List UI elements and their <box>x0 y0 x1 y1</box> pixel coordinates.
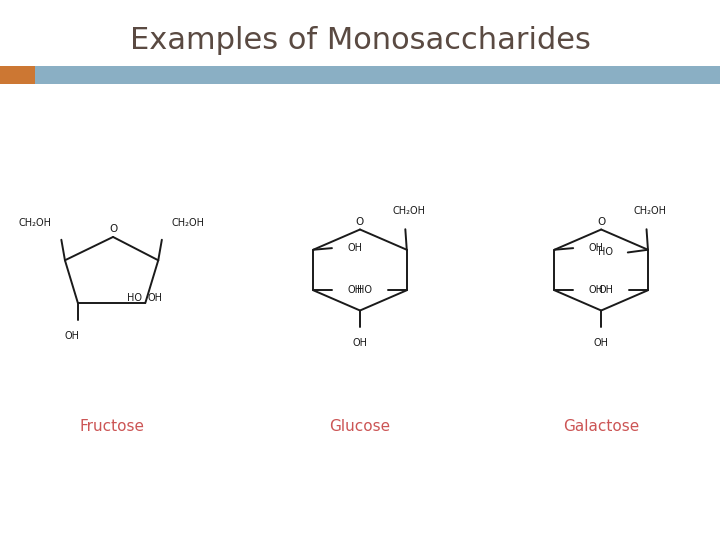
Text: OH: OH <box>598 285 613 295</box>
Text: O: O <box>597 217 606 227</box>
Bar <box>0 66 35 84</box>
Text: HO: HO <box>127 293 142 302</box>
Text: Fructose: Fructose <box>79 419 144 434</box>
Text: HO: HO <box>357 285 372 295</box>
Text: CH₂OH: CH₂OH <box>634 206 667 215</box>
Text: CH₂OH: CH₂OH <box>172 218 205 228</box>
Bar <box>35 66 720 84</box>
Text: CH₂OH: CH₂OH <box>18 218 51 228</box>
Text: CH₂OH: CH₂OH <box>392 206 426 215</box>
Text: OH: OH <box>589 243 604 253</box>
Text: OH: OH <box>353 338 367 348</box>
Text: OH: OH <box>348 285 363 295</box>
Text: OH: OH <box>148 293 163 302</box>
Text: OH: OH <box>65 331 80 341</box>
Text: OH: OH <box>594 338 608 348</box>
Text: OH: OH <box>589 285 604 295</box>
Text: HO: HO <box>598 247 613 258</box>
Text: Glucose: Glucose <box>330 419 390 434</box>
Text: O: O <box>109 224 117 234</box>
Text: OH: OH <box>348 243 363 253</box>
Text: O: O <box>356 217 364 227</box>
Text: Examples of Monosaccharides: Examples of Monosaccharides <box>130 26 590 55</box>
Text: Galactose: Galactose <box>563 419 639 434</box>
